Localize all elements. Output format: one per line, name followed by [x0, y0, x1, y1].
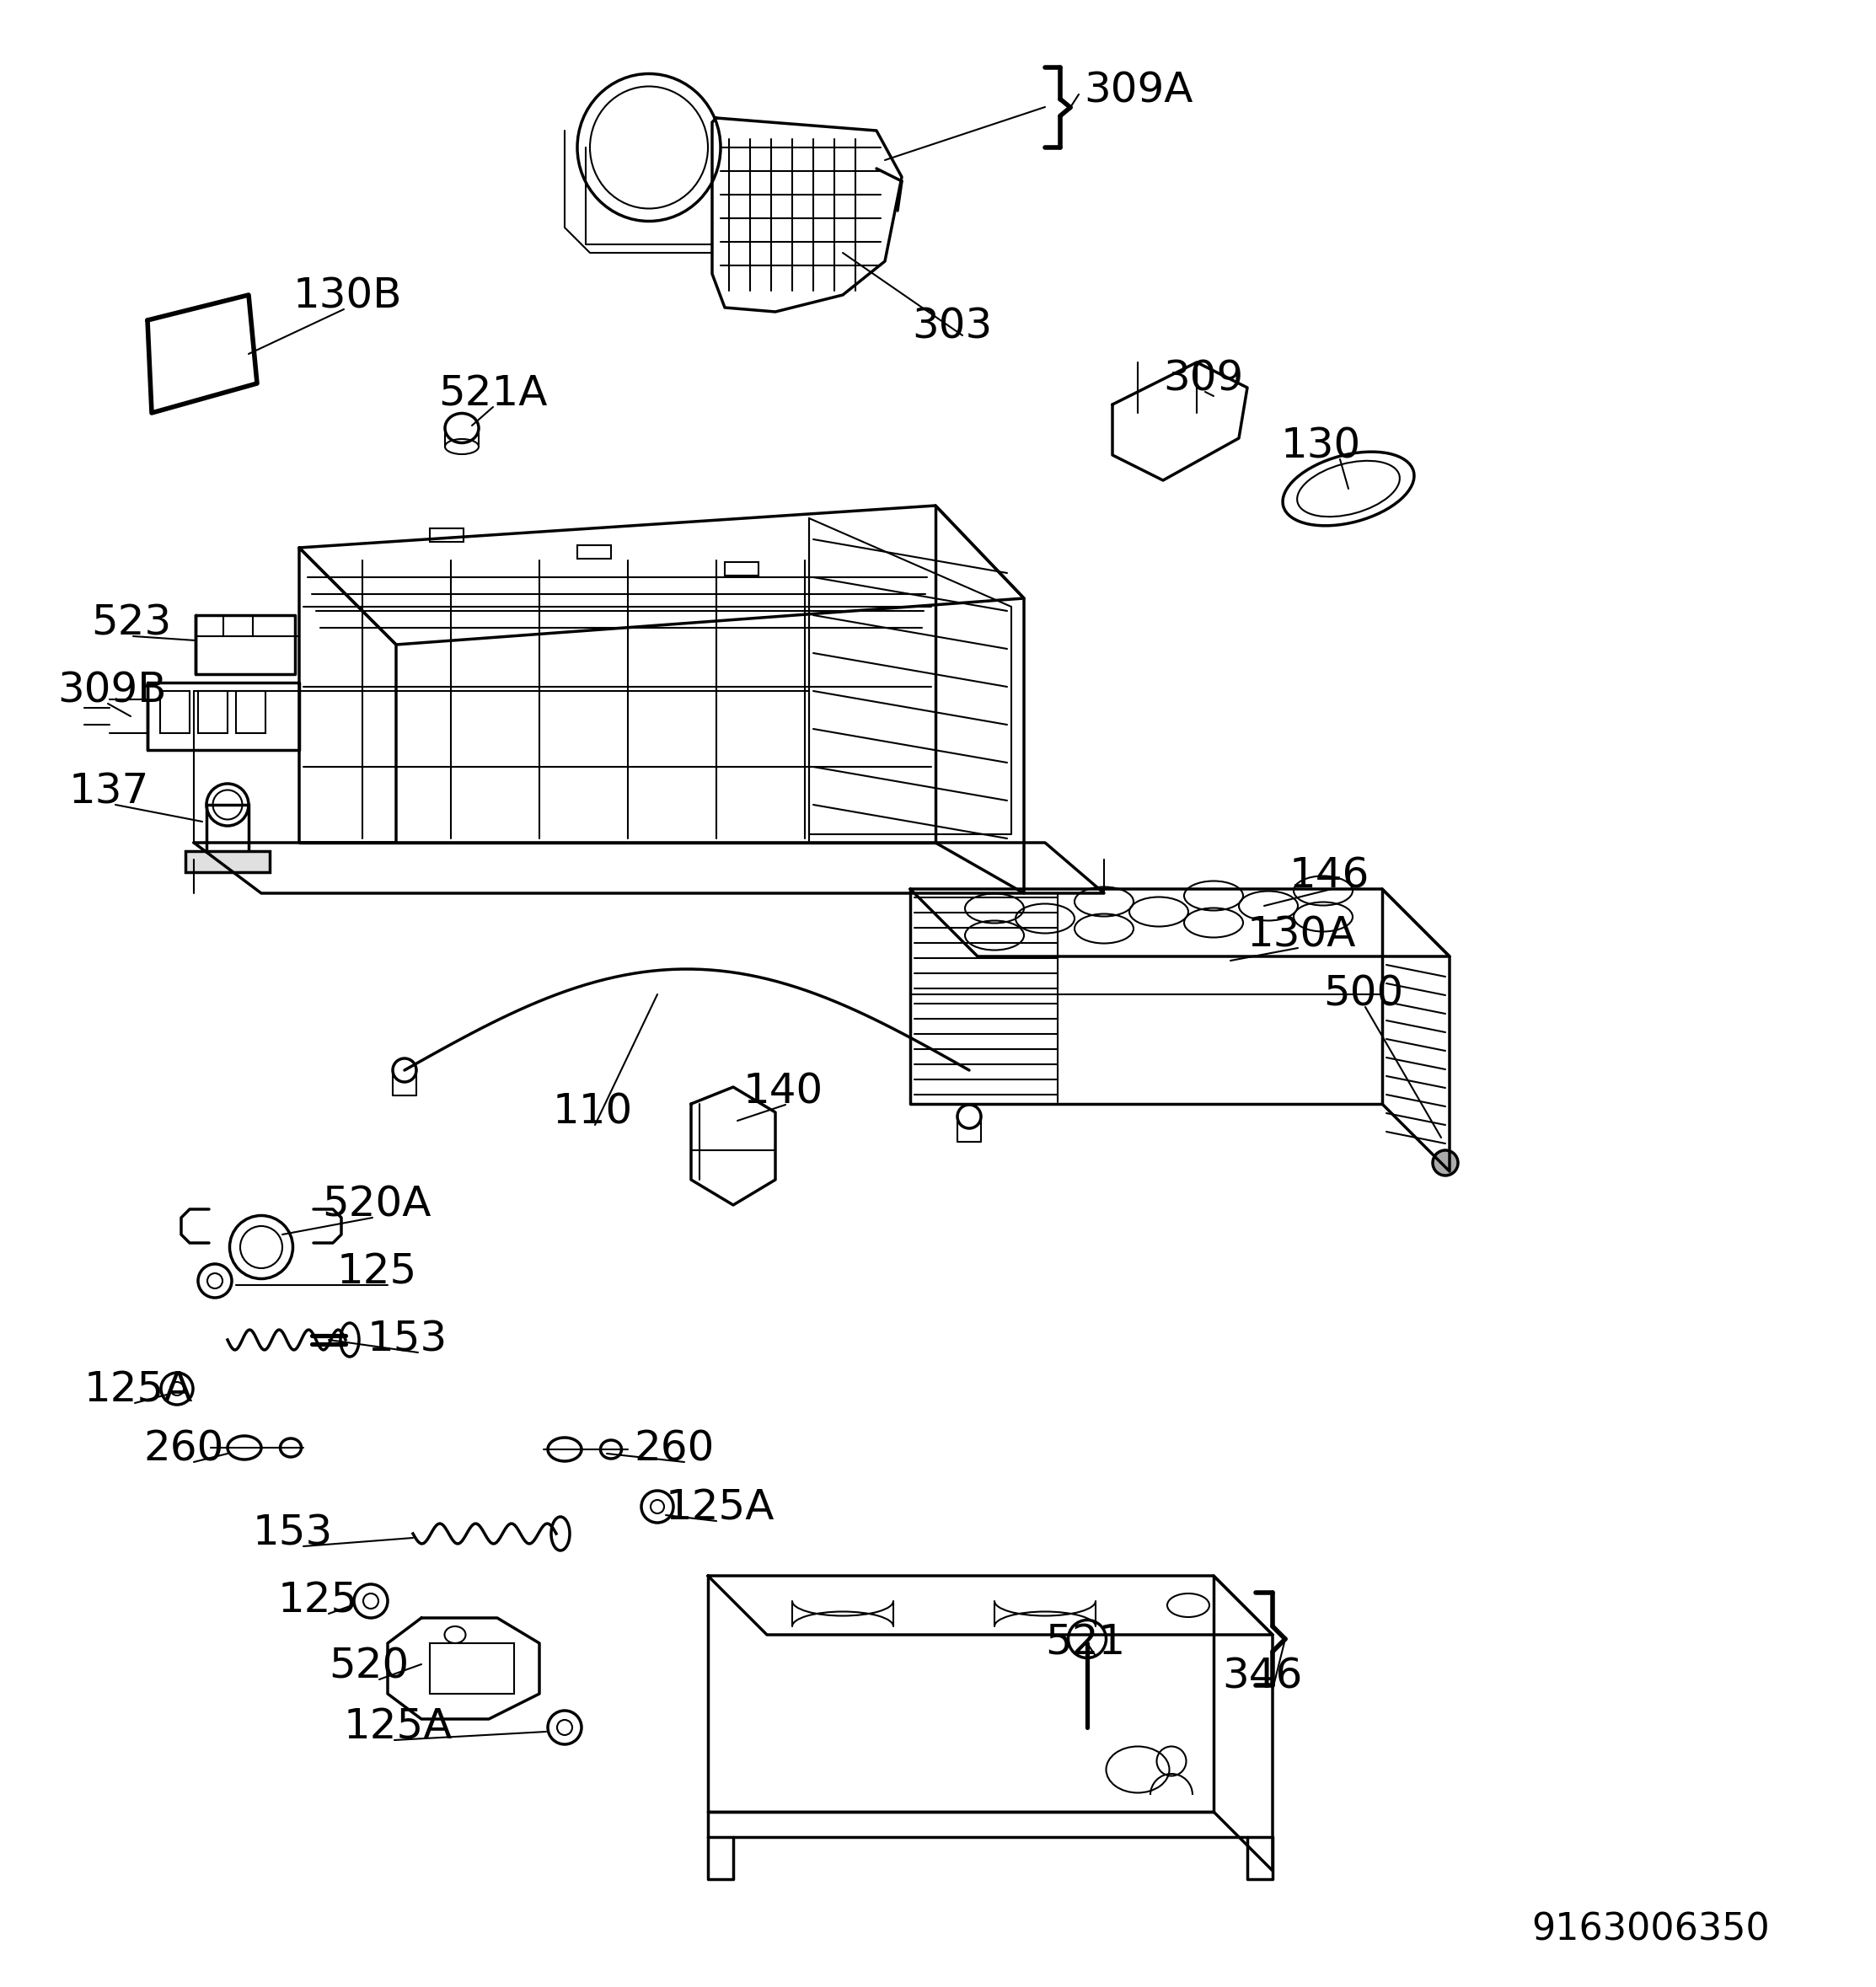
Bar [724, 562, 758, 576]
Text: 125: 125 [278, 1582, 358, 1621]
Bar [206, 805, 250, 854]
Text: 130A: 130A [1248, 916, 1356, 956]
Text: 125A: 125A [666, 1488, 775, 1528]
Text: 130B: 130B [293, 276, 403, 316]
Text: 309A: 309A [1084, 72, 1193, 111]
Ellipse shape [1433, 1150, 1458, 1176]
Text: 309B: 309B [58, 672, 167, 711]
Text: 125A: 125A [343, 1707, 452, 1749]
Text: 153: 153 [253, 1514, 334, 1554]
Bar [578, 544, 612, 558]
Text: 521: 521 [1045, 1623, 1126, 1663]
Text: 125A: 125A [84, 1371, 193, 1411]
Text: 520A: 520A [323, 1184, 431, 1226]
Text: 520: 520 [328, 1647, 409, 1687]
Text: 125: 125 [338, 1252, 416, 1294]
Bar [430, 529, 463, 542]
Text: 500: 500 [1323, 974, 1403, 1015]
Text: 130: 130 [1281, 427, 1362, 467]
Bar [186, 850, 270, 872]
Text: 309: 309 [1163, 360, 1244, 399]
Bar [159, 691, 189, 733]
Text: 260: 260 [143, 1429, 223, 1470]
Text: 9163006350: 9163006350 [1531, 1911, 1769, 1947]
Text: 303: 303 [912, 306, 992, 348]
Text: 260: 260 [634, 1429, 715, 1470]
Text: 140: 140 [743, 1071, 824, 1113]
Text: 523: 523 [92, 604, 171, 644]
Text: 137: 137 [69, 771, 150, 813]
Bar [199, 691, 227, 733]
Text: 146: 146 [1289, 856, 1369, 896]
Text: 110: 110 [553, 1093, 632, 1133]
Text: 521A: 521A [439, 374, 548, 415]
Text: 153: 153 [368, 1319, 448, 1359]
Bar [430, 1643, 514, 1693]
Text: 346: 346 [1221, 1657, 1302, 1697]
Bar [236, 691, 266, 733]
